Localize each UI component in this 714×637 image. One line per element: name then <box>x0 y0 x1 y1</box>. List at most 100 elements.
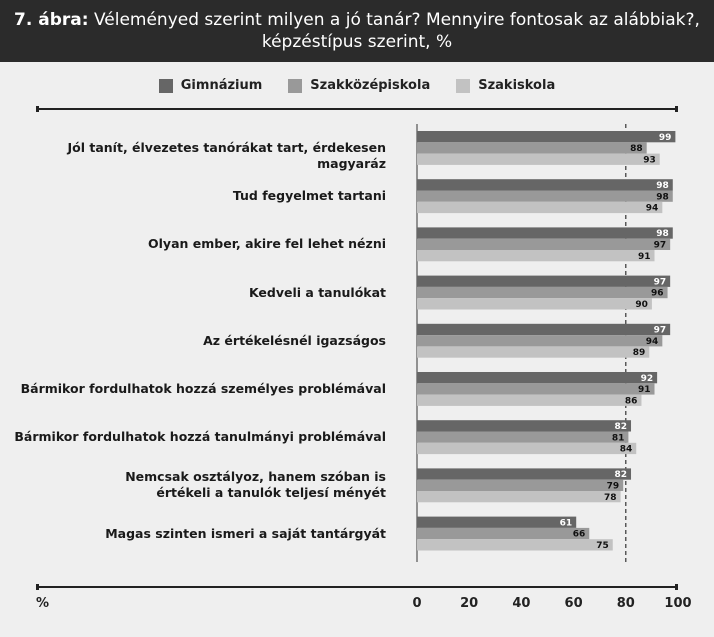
bar-value-label: 92 <box>641 374 654 384</box>
category-label-line: Az értékelésnél igazságos <box>203 332 386 348</box>
legend-item-gimnazium: Gimnázium <box>158 78 263 93</box>
bar-value-label: 82 <box>614 470 627 480</box>
category-label: Bármikor fordulhatok hozzá személyes pro… <box>6 381 386 397</box>
category-label-line: Tud fegyelmet tartani <box>232 188 386 204</box>
bar <box>417 394 642 406</box>
legend-label-szakkozepiskola: Szakközépiskola <box>310 78 431 93</box>
category-label-line: Magas szinten ismeri a saját tantárgyát <box>105 525 386 541</box>
figure-number: 7. ábra: <box>14 10 89 30</box>
x-tick-label: 0 <box>412 596 422 611</box>
bar-value-label: 97 <box>654 326 667 336</box>
bar-value-label: 94 <box>646 204 659 214</box>
top-rule-cap-left <box>36 106 39 112</box>
bar <box>417 516 577 528</box>
bar <box>417 298 652 310</box>
bar-value-label: 79 <box>607 482 620 492</box>
legend: Gimnázium Szakközépiskola Szakiskola <box>0 78 714 93</box>
chart-subtitle: képzéstípus szerint, % <box>261 32 453 52</box>
x-tick-label: 20 <box>460 596 479 611</box>
legend-item-szakiskola: Szakiskola <box>456 78 555 93</box>
chart-title: Véleményed szerint milyen a jó tanár? Me… <box>93 10 700 30</box>
bar <box>417 491 621 503</box>
legend-label-szakiskola: Szakiskola <box>478 78 556 93</box>
bar-value-label: 61 <box>560 518 573 528</box>
category-label: Olyan ember, akire fel lehet nézni <box>6 236 386 252</box>
bar <box>417 142 647 154</box>
category-label-line: értékeli a tanulók teljesí ményét <box>156 485 386 501</box>
bar <box>417 153 660 165</box>
x-tick-label: 60 <box>564 596 583 611</box>
bar <box>417 372 658 384</box>
bar-value-label: 81 <box>612 433 625 443</box>
bar <box>417 431 629 443</box>
bar-value-label: 75 <box>596 541 609 551</box>
legend-item-szakkozepiskola: Szakközépiskola <box>288 78 430 93</box>
bar-value-label: 97 <box>654 241 667 251</box>
category-label-line: Nemcsak osztályoz, hanem szóban is <box>125 469 386 485</box>
bar <box>417 227 673 239</box>
top-rule <box>36 106 678 112</box>
bar-value-label: 93 <box>643 155 656 165</box>
bar-value-label: 86 <box>625 396 638 406</box>
x-tick-label: 40 <box>512 596 531 611</box>
bar-value-label: 96 <box>651 289 664 299</box>
bar-value-label: 84 <box>620 445 633 455</box>
category-label-line: Bármikor fordulhatok hozzá személyes pro… <box>20 380 386 396</box>
bar-value-label: 97 <box>654 277 667 287</box>
bar-value-label: 66 <box>573 530 586 540</box>
bar <box>417 346 650 358</box>
bar-value-label: 89 <box>633 348 646 358</box>
legend-swatch-gimnazium <box>158 78 173 93</box>
bar <box>417 323 671 336</box>
bar-value-label: 99 <box>659 133 672 143</box>
bottom-rule-cap-right <box>675 584 678 590</box>
bar-value-label: 98 <box>656 181 669 191</box>
bar <box>417 539 613 551</box>
bar <box>417 442 637 455</box>
category-label: Tud fegyelmet tartani <box>6 188 386 204</box>
bar <box>417 275 671 287</box>
bar-value-label: 78 <box>604 493 617 503</box>
bar-value-label: 98 <box>656 192 669 202</box>
bar <box>417 335 663 347</box>
bar-value-label: 82 <box>614 422 627 432</box>
category-label-line: Kedveli a tanulókat <box>248 284 386 300</box>
bar <box>417 238 671 250</box>
bar <box>417 201 663 214</box>
bar-value-label: 98 <box>656 229 669 239</box>
legend-swatch-szakkozepiskola <box>288 78 303 93</box>
bar <box>417 250 655 262</box>
title-bar: 7. ábra: Véleményed szerint milyen a jó … <box>0 0 714 62</box>
top-rule-cap-right <box>675 106 678 112</box>
bottom-rule <box>36 584 678 590</box>
bar <box>417 479 624 491</box>
legend-swatch-szakiskola <box>456 78 471 93</box>
category-label-line: Bármikor fordulhatok hozzá tanulmányi pr… <box>14 429 386 445</box>
bar-value-label: 91 <box>638 385 651 395</box>
category-label: Jól tanít, élvezetes tanórákat tart, érd… <box>6 139 387 172</box>
category-label-line: Olyan ember, akire fel lehet nézni <box>148 236 386 252</box>
bar-value-label: 91 <box>638 252 651 262</box>
bar <box>417 468 632 480</box>
x-tick-label: 100 <box>664 596 692 611</box>
bar-value-label: 94 <box>646 337 659 347</box>
bar <box>417 179 673 191</box>
bar-value-label: 90 <box>635 300 648 310</box>
category-label-line: Jól tanít, élvezetes tanórákat tart, érd… <box>67 139 387 171</box>
bar <box>417 190 673 202</box>
category-label: Az értékelésnél igazságos <box>6 333 386 349</box>
chart-title-line1: 7. ábra: Véleményed szerint milyen a jó … <box>14 9 700 31</box>
bar <box>417 527 590 540</box>
axis-unit-label: % <box>36 596 50 611</box>
bar <box>417 383 655 395</box>
category-label: Nemcsak osztályoz, hanem szóban is értéke… <box>6 469 386 501</box>
bar <box>417 286 668 299</box>
x-tick-label: 80 <box>616 596 635 611</box>
category-label: Magas szinten ismeri a saját tantárgyát <box>6 526 386 542</box>
bar-value-label: 88 <box>630 144 643 154</box>
category-label: Kedveli a tanulókat <box>6 285 386 301</box>
legend-label-gimnazium: Gimnázium <box>180 78 263 93</box>
bar <box>417 420 632 432</box>
bar <box>417 131 676 143</box>
